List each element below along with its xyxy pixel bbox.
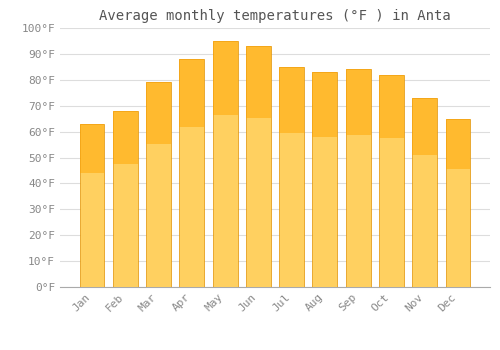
Bar bbox=[346, 69, 370, 287]
Bar bbox=[446, 119, 470, 169]
Bar bbox=[379, 75, 404, 138]
Bar bbox=[80, 124, 104, 287]
Bar bbox=[246, 46, 271, 287]
Bar bbox=[246, 46, 271, 118]
Bar bbox=[113, 111, 138, 287]
Bar bbox=[146, 82, 171, 287]
Bar bbox=[279, 67, 304, 287]
Bar bbox=[113, 111, 138, 164]
Bar bbox=[412, 98, 437, 155]
Bar bbox=[346, 69, 370, 135]
Bar bbox=[180, 59, 204, 287]
Bar bbox=[212, 41, 238, 287]
Bar bbox=[379, 75, 404, 287]
Bar bbox=[279, 67, 304, 133]
Bar bbox=[312, 72, 338, 136]
Bar bbox=[80, 124, 104, 173]
Bar bbox=[412, 98, 437, 287]
Bar bbox=[446, 119, 470, 287]
Title: Average monthly temperatures (°F ) in Anta: Average monthly temperatures (°F ) in An… bbox=[99, 9, 451, 23]
Bar bbox=[212, 41, 238, 115]
Bar bbox=[180, 59, 204, 127]
Bar bbox=[312, 72, 338, 287]
Bar bbox=[146, 82, 171, 144]
